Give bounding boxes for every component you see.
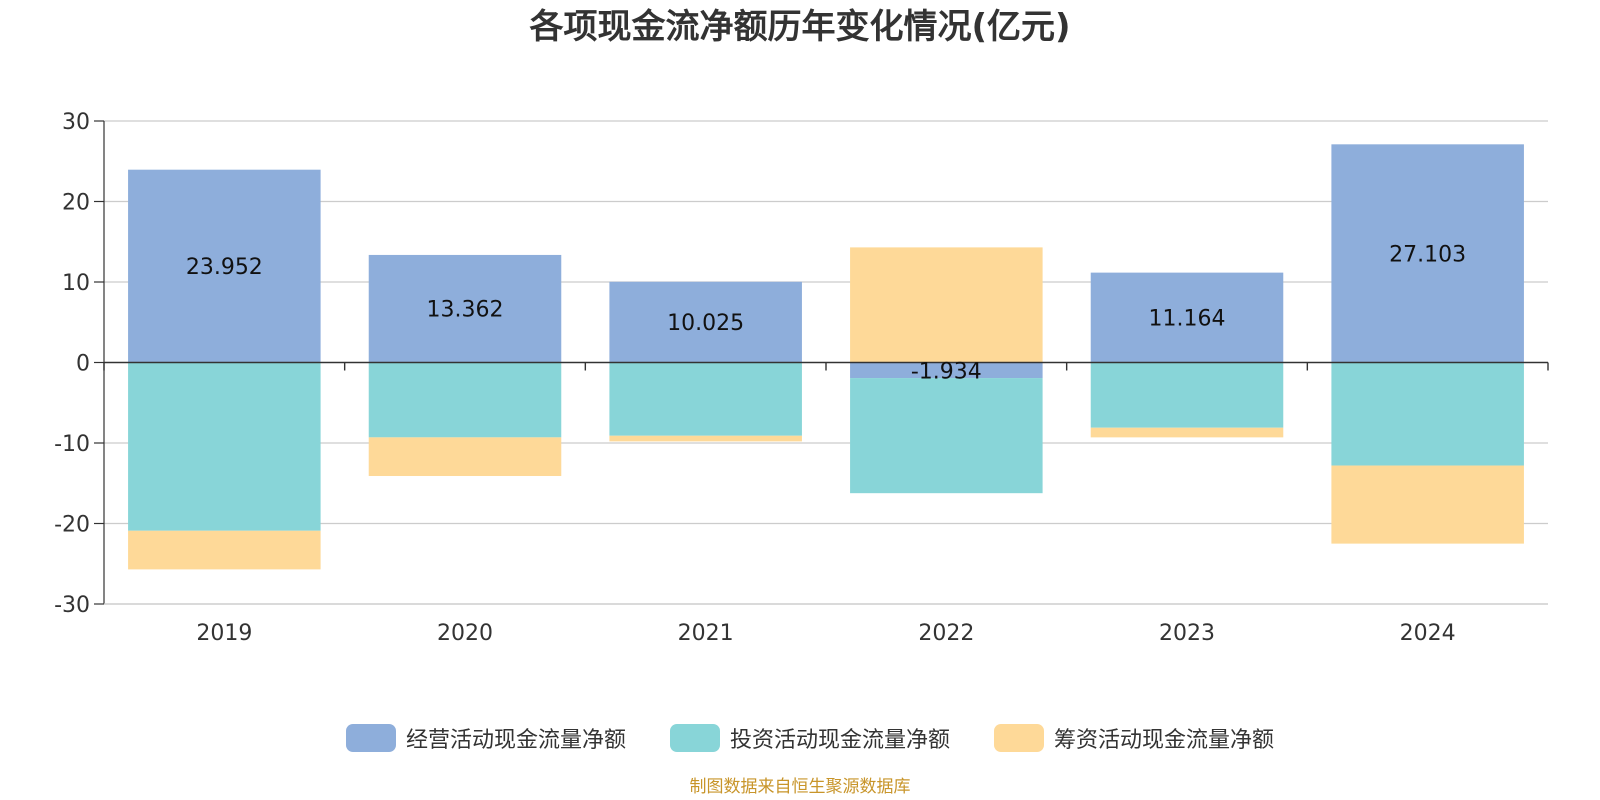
bar-segment (609, 435, 802, 442)
bars (128, 144, 1524, 570)
bar-segment (1331, 362, 1524, 466)
y-tick-label: -10 (54, 432, 90, 457)
y-tick-label: -20 (54, 513, 90, 538)
legend-label: 经营活动现金流量净额 (406, 728, 626, 753)
bar-segment (128, 362, 321, 531)
bar-segment (1331, 144, 1524, 363)
axes: 30 20 10 0 -10 -20 -30 2019 2020 2021 2022 2023 2024 (54, 110, 1549, 646)
bar-segment (128, 169, 321, 363)
bar-segment (850, 362, 1043, 379)
bar-value-label: 27.103 (1389, 242, 1466, 267)
data-labels: 23.952 13.362 10.025 -1.934 11.164 27.103 (186, 242, 1466, 384)
legend-label: 投资活动现金流量净额 (730, 728, 950, 753)
bar-segment (368, 362, 562, 438)
x-tick-label: 2024 (1400, 621, 1456, 646)
bar-segment (128, 530, 321, 570)
x-tick-label: 2021 (678, 621, 734, 646)
bar-segment (850, 247, 1043, 363)
bar-segment (1090, 362, 1284, 428)
x-tick-label: 2023 (1159, 621, 1215, 646)
bar-segment (850, 378, 1043, 494)
x-tick-label: 2022 (918, 621, 974, 646)
legend-swatch (346, 724, 396, 752)
legend-label: 筹资活动现金流量净额 (1054, 728, 1274, 753)
bar-segment (1090, 272, 1284, 363)
bar-value-label: 10.025 (667, 311, 744, 336)
legend: 经营活动现金流量净额 投资活动现金流量净额 筹资活动现金流量净额 (346, 724, 1274, 753)
bar-segment (1090, 427, 1284, 438)
legend-swatch (994, 724, 1044, 752)
y-tick-label: 10 (62, 271, 90, 296)
bar-segment (609, 362, 802, 436)
y-tick-label: 0 (76, 352, 90, 377)
bar-value-label: 23.952 (186, 255, 263, 280)
bar-segment (368, 254, 562, 363)
bar-value-label: 11.164 (1149, 307, 1226, 332)
y-tick-label: -30 (54, 593, 90, 618)
bar-segment (368, 437, 562, 477)
bar-segment (1331, 465, 1524, 544)
y-tick-label: 20 (62, 191, 90, 216)
y-tick-label: 30 (62, 110, 90, 135)
bar-value-label: -1.934 (911, 359, 982, 384)
x-tick-label: 2020 (437, 621, 493, 646)
bar-value-label: 13.362 (427, 298, 504, 323)
legend-swatch (670, 724, 720, 752)
x-tick-label: 2019 (196, 621, 252, 646)
source-note: 制图数据来自恒生聚源数据库 (690, 777, 911, 797)
bar-segment (609, 281, 802, 363)
chart-title: 各项现金流净额历年变化情况(亿元) (529, 7, 1070, 47)
